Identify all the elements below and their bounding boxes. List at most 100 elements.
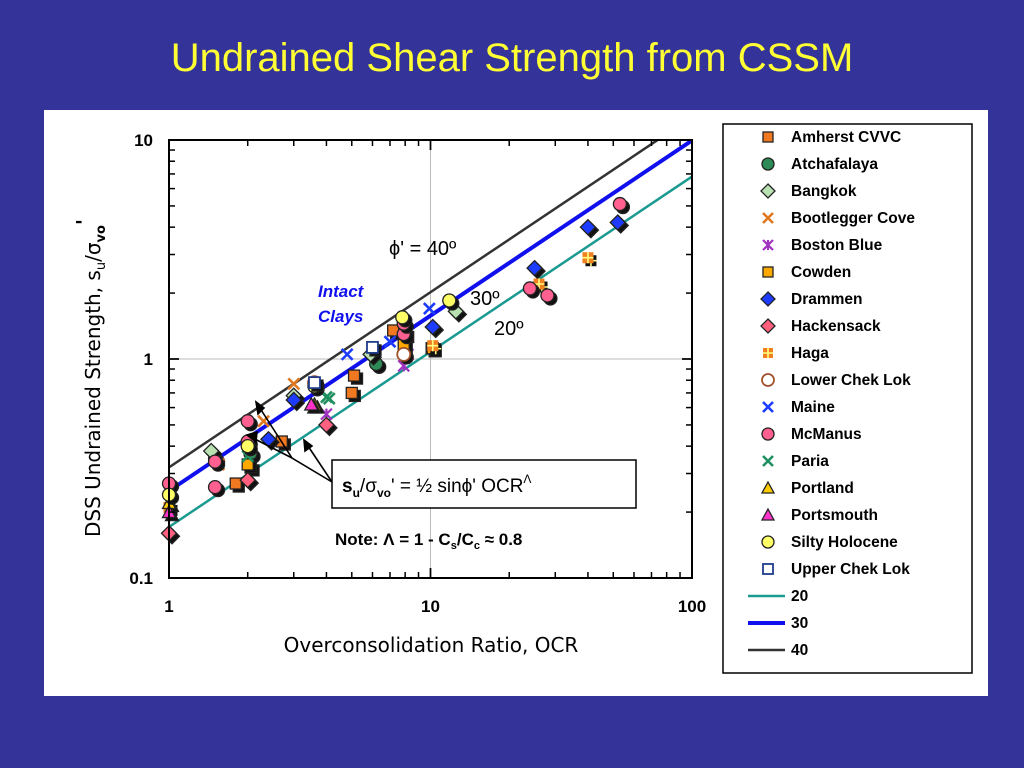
legend-marker-paria: [762, 455, 774, 467]
marker-mcmanus: [540, 288, 555, 303]
legend-marker-hackensack: [760, 318, 776, 334]
marker-silty-holocene: [442, 293, 457, 308]
annotation-arrows: [245, 400, 333, 483]
note-sub-c: c: [474, 540, 480, 552]
legend-marker-portland: [760, 480, 776, 494]
legend-label-hackensack: Hackensack: [791, 318, 881, 335]
marker-hackensack: [318, 416, 335, 434]
arrowhead-a: [254, 400, 266, 416]
marker-silty-holocene: [395, 310, 410, 325]
y-tick-label: 1: [144, 350, 153, 369]
legend-label-mcmanus: McManus: [791, 426, 862, 443]
marker-haga-cross: [427, 340, 439, 352]
formula-rest: ' = ½ sinϕ' OCR: [391, 476, 523, 497]
marker-bootlegger-cove: [287, 377, 301, 391]
legend-label-line-20: 20: [791, 588, 808, 605]
marker-portsmouth: [303, 396, 319, 411]
marker-hackensack: [239, 471, 257, 489]
note-mid: /C: [457, 530, 474, 549]
formula-sup: Λ: [523, 472, 531, 486]
marker-mcmanus: [207, 454, 223, 469]
legend-marker-boston-blue: [762, 239, 774, 251]
marker-mcmanus: [522, 281, 538, 296]
marker-drammen: [579, 218, 597, 236]
x-axis-label: Overconsolidation Ratio, OCR: [284, 633, 579, 657]
note-text: Note: Λ = 1 - Cs/Cc ≈ 0.8: [335, 530, 522, 552]
legend-marker-lower-chek-lok: [761, 373, 775, 387]
x-tick-label: 1: [164, 597, 173, 616]
model-line-40: [169, 140, 660, 469]
legend-label-line-40: 40: [791, 642, 808, 659]
legend-marker-mcmanus: [761, 427, 775, 441]
legend-label-lower-chek-lok: Lower Chek Lok: [791, 372, 911, 389]
marker-drammen: [285, 391, 303, 409]
slide-title: Undrained Shear Strength from CSSM: [170, 36, 854, 80]
arrowhead-c: [303, 438, 314, 453]
marker-amherst-cvvc: [347, 369, 361, 382]
legend-marker-bootlegger-cove: [762, 212, 774, 224]
legend-label-bangkok: Bangkok: [791, 183, 857, 200]
marker-lower-chek-lok: [396, 346, 412, 362]
legend-label-silty-holocene: Silty Holocene: [791, 534, 898, 551]
legend-label-drammen: Drammen: [791, 291, 863, 308]
y-label-slash: /σ: [81, 242, 105, 262]
marker-silty-holocene: [240, 438, 255, 454]
formula-mid: /σ: [360, 476, 377, 497]
formula-text: su/σvo' = ½ sinϕ' OCRΛ: [342, 472, 531, 500]
y-tick-label: 0.1: [129, 569, 153, 588]
legend-label-maine: Maine: [791, 399, 835, 416]
legend-label-boston-blue: Boston Blue: [791, 237, 883, 254]
legend-marker-portsmouth: [760, 507, 776, 521]
marker-maine: [340, 347, 354, 361]
marker-cowden: [241, 458, 254, 471]
marker-amherst-cvvc: [229, 477, 242, 490]
marker-paria: [322, 392, 336, 405]
y-axis-label: DSS Undrained Strength, su/σvo': [72, 219, 109, 537]
legend-box: [722, 123, 973, 674]
legend-marker-upper-chek-lok: [762, 563, 774, 575]
marker-drammen: [609, 214, 627, 231]
formula-sub-vo: vo: [377, 486, 391, 500]
x-tick-label: 100: [678, 597, 706, 616]
note-rest: ≈ 0.8: [480, 530, 522, 549]
legend-label-portland: Portland: [791, 480, 854, 497]
legend-marker-drammen: [760, 291, 776, 307]
legend-label-portsmouth: Portsmouth: [791, 507, 878, 524]
marker-haga-cross: [582, 252, 594, 264]
arrowhead-b: [245, 430, 258, 444]
y-label-prime: ': [72, 219, 96, 225]
marker-maine: [422, 302, 436, 315]
y-label-sub-u: u: [94, 262, 109, 270]
marker-bootlegger-cove: [257, 414, 271, 428]
annotation-phi-30: 30º: [470, 288, 500, 310]
x-tick-label: 10: [421, 597, 440, 616]
marker-drammen: [424, 318, 442, 336]
marker-upper-chek-lok: [308, 376, 321, 390]
annotation-phi-40: ϕ' = 40º: [389, 238, 457, 260]
marker-drammen: [526, 259, 543, 277]
formula-sub-u: u: [353, 486, 360, 500]
legend-label-bootlegger-cove: Bootlegger Cove: [791, 210, 915, 227]
marker-maine: [383, 335, 397, 349]
marker-mcmanus: [207, 479, 223, 495]
annotation-clays: Clays: [318, 307, 363, 326]
y-label-sub-vo: vo: [94, 225, 109, 242]
legend: Amherst CVVC Atchafalaya Bangkok Bootlegger…: [748, 129, 915, 659]
legend-marker-atchafalaya: [761, 157, 775, 171]
chart-svg: 1 10 100 0.1 1 10 ϕ' = 40º 30º 20º Intact Cla…: [72, 123, 973, 674]
legend-label-atchafalaya: Atchafalaya: [791, 156, 878, 173]
chart-panel: 1 10 100 0.1 1 10 ϕ' = 40º 30º 20º Intact Cla…: [44, 110, 988, 696]
annotation-intact: Intact: [318, 282, 365, 301]
legend-marker-haga-cross: [763, 348, 773, 358]
note-sub-s: s: [451, 540, 457, 552]
legend-label-line-30: 30: [791, 615, 808, 632]
legend-marker-cowden: [762, 266, 774, 278]
marker-mcmanus: [240, 414, 255, 429]
legend-label-amherst-cvvc: Amherst CVVC: [791, 129, 901, 146]
formula-box: [331, 459, 637, 509]
legend-marker-amherst-cvvc: [762, 131, 774, 143]
tick-layer: 1 10 100 0.1 1 10: [129, 131, 706, 616]
y-tick-label: 10: [134, 131, 153, 150]
marker-mcmanus: [612, 196, 628, 212]
formula-s: s: [342, 476, 353, 497]
